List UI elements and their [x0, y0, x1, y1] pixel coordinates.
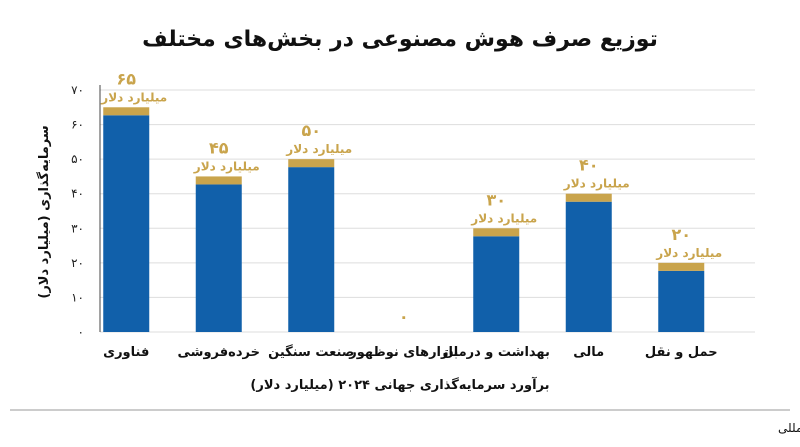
bar-cap — [473, 228, 520, 237]
category-label: صنعت سنگین — [268, 344, 354, 360]
category-label: بازارهای نوظهور — [348, 345, 458, 360]
value-label: ۴۰ — [579, 156, 599, 175]
bar-cap — [103, 107, 150, 116]
y-tick-labels: ۰ ۱۰ ۲۰ ۳۰ ۴۰ ۵۰ ۶۰ ۷۰ — [71, 83, 84, 339]
y-tick-label: ۱۰ — [71, 290, 84, 304]
unit-label: میلیارد دلار — [655, 246, 722, 260]
category-label: مالی — [573, 345, 604, 360]
bar — [473, 236, 520, 332]
y-axis-label: سرمایه‌گذاری (میلیارد دلار) — [36, 125, 52, 298]
y-tick-label: ۵۰ — [71, 152, 84, 166]
source-note: منبع: تحلیل مالی بین‌المللی — [778, 421, 800, 436]
bar-cap — [658, 262, 705, 271]
bar-cap — [195, 176, 242, 185]
value-label: ۰ — [399, 307, 409, 326]
bar — [195, 184, 242, 332]
unit-label: میلیارد دلار — [563, 177, 630, 191]
y-tick-label: ۷۰ — [71, 83, 84, 97]
unit-label: میلیارد دلار — [100, 90, 167, 104]
chart-title: توزیع صرف هوش مصنوعی در بخش‌های مختلف — [142, 27, 658, 52]
value-label: ۳۰ — [486, 190, 506, 209]
bar-cap — [565, 193, 612, 202]
category-label: حمل و نقل — [645, 345, 718, 360]
x-axis-label: برآورد سرمایه‌گذاری جهانی ۲۰۲۴ (میلیارد … — [250, 376, 549, 393]
bar-cap — [288, 159, 335, 168]
bar — [565, 201, 612, 332]
y-tick-label: ۴۰ — [71, 187, 84, 201]
bar — [288, 167, 335, 332]
unit-label: میلیارد دلار — [285, 142, 352, 156]
value-label: ۵۰ — [301, 121, 321, 140]
y-tick-label: ۶۰ — [71, 118, 84, 132]
category-label: بهداشت و درمان — [443, 345, 550, 360]
value-labels: ۶۵ میلیارد دلار ۴۵ میلیارد دلار ۵۰ میلیارد دل… — [100, 69, 722, 326]
bars — [103, 107, 705, 333]
y-tick-label: ۳۰ — [71, 221, 84, 235]
category-label: فناوری — [103, 345, 149, 360]
y-tick-label: ۲۰ — [71, 256, 84, 270]
value-label: ۶۵ — [116, 69, 136, 88]
value-label: ۴۵ — [209, 138, 229, 157]
unit-label: میلیارد دلار — [470, 211, 537, 225]
y-tick-label: ۰ — [78, 325, 84, 339]
value-label: ۲۰ — [671, 225, 691, 244]
unit-label: میلیارد دلار — [193, 159, 260, 173]
bar — [103, 115, 150, 333]
bar — [658, 270, 705, 332]
category-label: خرده‌فروشی — [178, 345, 260, 360]
